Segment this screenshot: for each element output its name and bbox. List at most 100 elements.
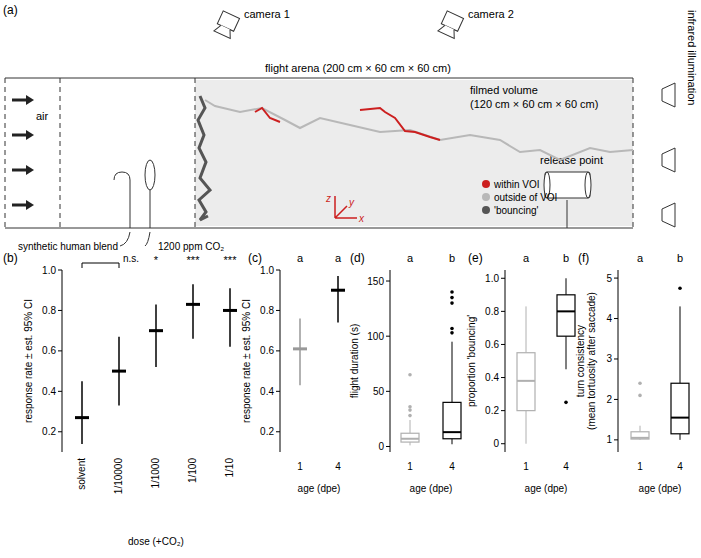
trajectory-within — [255, 108, 280, 122]
y-axis — [280, 270, 281, 452]
release-cage-end — [585, 172, 591, 198]
significance: *** — [187, 254, 201, 266]
group-letter: a — [297, 252, 304, 264]
x-tick-label: 1/10000 — [113, 458, 124, 495]
x-tick-label: 1 — [637, 461, 643, 472]
trajectory-within — [360, 108, 440, 140]
text: z — [325, 193, 331, 204]
whisker — [566, 278, 567, 295]
x-tick-label: 4 — [449, 461, 455, 472]
ci-bar — [299, 319, 301, 386]
text: (d) — [350, 251, 365, 265]
panel: (b)0.20.40.60.81.0response rate ± est. 9… — [3, 251, 237, 547]
median — [557, 310, 575, 312]
outlier — [450, 301, 454, 305]
outlier — [408, 408, 412, 412]
arena-mesh — [5, 78, 633, 228]
y-tick-label: 0.6 — [260, 345, 274, 356]
y-tick-label: 0.2 — [260, 426, 274, 437]
marks — [401, 290, 461, 445]
text: (120 cm × 60 cm × 60 cm) — [470, 98, 598, 110]
y-tick-label: 100 — [367, 331, 384, 342]
median — [517, 380, 535, 382]
ci-bar — [81, 381, 83, 444]
marks — [517, 278, 575, 443]
x-label: age (dpe) — [298, 483, 341, 494]
text: camera 1 — [244, 8, 290, 20]
x-tick-label: 1 — [523, 461, 529, 472]
panel-a: (a)camera 1camera 2flight arena (200 cm … — [3, 3, 698, 252]
median — [631, 437, 649, 439]
y-tick-label: 5 — [606, 273, 612, 284]
camera-lens — [214, 24, 234, 39]
y-tick-label: 150 — [367, 276, 384, 287]
estimate — [149, 329, 163, 332]
box — [671, 383, 689, 434]
y-tick-label: 0.4 — [42, 386, 56, 397]
whisker — [526, 411, 527, 444]
y-tick — [276, 310, 280, 311]
significance: *** — [224, 254, 238, 266]
box — [631, 432, 649, 439]
outlier — [408, 373, 412, 377]
significance: n.s. — [123, 253, 139, 264]
text: (c) — [248, 251, 262, 265]
y-tick-label: 0.2 — [42, 426, 56, 437]
x-tick-label: 1/1000 — [150, 458, 161, 489]
text: flight arena (200 cm × 60 cm × 60 cm) — [265, 62, 451, 74]
y-tick — [614, 318, 618, 319]
estimate — [186, 303, 200, 306]
trajectory-bouncing — [198, 96, 210, 220]
x-tick-label: 1/10 — [224, 458, 235, 478]
ci-bar — [229, 288, 231, 347]
outlier — [450, 290, 454, 294]
outlier — [450, 296, 454, 300]
figure: (a)camera 1camera 2flight arena (200 cm … — [0, 0, 701, 558]
ir-lamp — [662, 148, 675, 172]
box — [517, 353, 535, 411]
text: synthetic human blend — [18, 241, 118, 252]
median — [443, 431, 461, 433]
legend-label: outside of VOI — [494, 192, 557, 203]
marks — [631, 286, 689, 439]
y-tick-label: 1.0 — [42, 265, 56, 276]
text: air — [36, 110, 49, 122]
ci-bar — [155, 304, 157, 367]
group-letter: b — [677, 252, 683, 264]
y-tick — [614, 358, 618, 359]
trajectory-outside — [205, 100, 633, 160]
y-tick-label: 0 — [493, 438, 499, 449]
y-tick — [501, 311, 505, 312]
y-tick-label: 0.6 — [485, 339, 499, 350]
release-stand — [567, 200, 568, 228]
camera-lens — [438, 24, 458, 39]
y-axis — [505, 270, 506, 452]
whisker — [452, 342, 453, 403]
box — [401, 433, 419, 442]
y-axis — [618, 270, 619, 452]
y-tick-label: 4 — [606, 313, 612, 324]
x-label: age (dpe) — [639, 483, 682, 494]
ci-bar — [337, 276, 339, 323]
estimate — [331, 289, 345, 292]
text: (e) — [468, 251, 483, 265]
y-tick-label: 0.4 — [260, 386, 274, 397]
camera-icon — [438, 11, 464, 39]
text: camera 2 — [468, 8, 514, 20]
co2-source — [145, 160, 155, 190]
x-label: age (dpe) — [410, 483, 453, 494]
whisker — [640, 426, 641, 432]
y-tick — [58, 431, 62, 432]
outlier — [408, 414, 412, 418]
y-axis — [62, 270, 63, 452]
y-tick — [501, 410, 505, 411]
y-tick-label: 1.0 — [260, 265, 274, 276]
y-axis — [390, 270, 391, 452]
air-arrow-head — [26, 95, 34, 105]
group-letter: a — [523, 252, 530, 264]
air-arrow — [12, 99, 28, 102]
marks — [293, 276, 345, 385]
legend-label: 'bouncing' — [494, 205, 539, 216]
y-tick-label: 0.2 — [485, 405, 499, 416]
estimate — [293, 347, 307, 350]
